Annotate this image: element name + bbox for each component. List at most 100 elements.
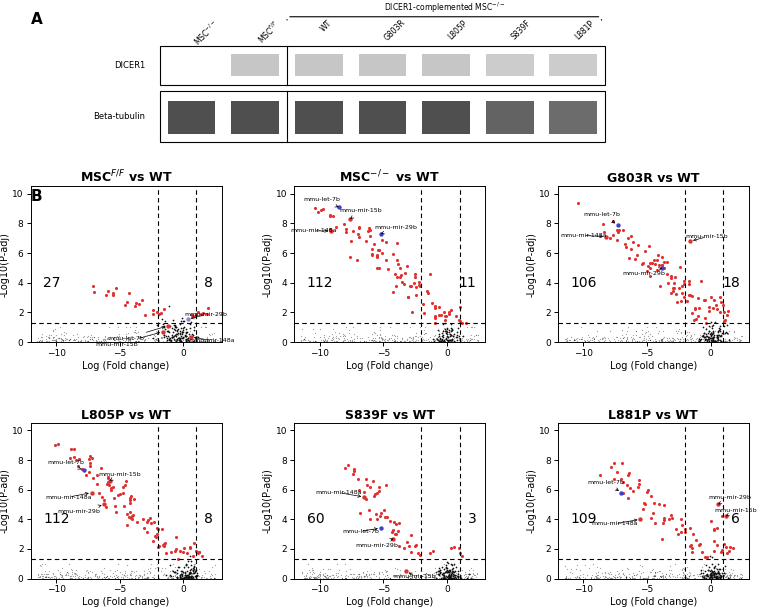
Point	[471, 569, 484, 579]
Text: 3: 3	[468, 512, 476, 526]
Point	[99, 331, 111, 341]
Point	[703, 326, 715, 336]
Point	[443, 570, 455, 580]
Point	[177, 323, 189, 333]
Point	[56, 571, 68, 580]
Point	[679, 335, 691, 345]
Point	[368, 491, 380, 501]
Point	[709, 317, 721, 326]
Point	[145, 337, 157, 347]
Point	[187, 337, 199, 347]
Point	[724, 336, 736, 346]
Point	[572, 572, 584, 582]
Text: mmu-mir-29b: mmu-mir-29b	[623, 268, 665, 276]
Point	[195, 334, 207, 343]
Point	[665, 272, 677, 281]
Point	[436, 330, 448, 340]
Point	[171, 565, 183, 574]
Point	[464, 569, 476, 579]
Point	[209, 569, 222, 579]
Point	[582, 329, 594, 339]
Point	[98, 336, 110, 346]
Point	[416, 335, 429, 345]
Point	[88, 333, 100, 342]
Point	[307, 324, 319, 334]
Point	[707, 563, 720, 572]
Point	[654, 281, 666, 291]
Point	[653, 259, 665, 269]
Point	[704, 329, 717, 339]
X-axis label: Log (Fold change): Log (Fold change)	[83, 597, 170, 607]
Point	[442, 336, 454, 346]
Point	[142, 573, 154, 583]
Point	[44, 572, 57, 582]
Point	[702, 333, 714, 343]
Point	[181, 570, 193, 580]
Point	[379, 512, 391, 522]
Point	[175, 572, 187, 582]
Point	[704, 566, 716, 576]
Point	[169, 566, 181, 576]
Point	[176, 573, 189, 583]
Point	[108, 571, 121, 581]
Point	[711, 564, 724, 574]
Point	[332, 571, 344, 581]
Text: 112: 112	[44, 512, 70, 526]
Point	[638, 333, 650, 343]
Point	[354, 336, 366, 346]
Point	[59, 570, 71, 580]
Point	[456, 565, 468, 574]
Point	[607, 230, 619, 240]
Point	[440, 573, 452, 583]
Point	[181, 336, 193, 346]
Point	[188, 336, 200, 345]
Point	[155, 308, 167, 317]
Point	[419, 328, 431, 338]
Point	[690, 314, 702, 324]
Point	[361, 571, 373, 580]
Point	[678, 569, 690, 579]
Point	[426, 569, 438, 579]
Point	[203, 571, 215, 581]
Text: mmu-mir-15b: mmu-mir-15b	[99, 473, 141, 481]
Point	[98, 569, 110, 579]
Point	[381, 570, 393, 580]
Point	[625, 245, 637, 255]
Point	[337, 336, 349, 346]
Point	[448, 336, 460, 345]
Point	[712, 499, 724, 509]
Point	[714, 572, 727, 582]
Point	[461, 322, 473, 332]
Point	[144, 518, 157, 528]
Point	[564, 336, 576, 345]
Point	[71, 574, 83, 583]
Point	[607, 216, 620, 226]
Point	[577, 572, 589, 582]
Point	[626, 335, 638, 345]
Point	[334, 331, 346, 341]
Point	[367, 336, 379, 345]
Point	[124, 498, 136, 508]
Point	[182, 571, 194, 581]
Point	[713, 323, 725, 333]
Point	[436, 562, 448, 572]
Point	[418, 308, 430, 318]
Point	[410, 331, 422, 341]
Point	[81, 565, 93, 575]
Point	[163, 572, 176, 582]
Point	[692, 336, 704, 346]
Point	[628, 574, 640, 583]
Point	[690, 334, 702, 343]
Point	[439, 573, 452, 583]
Point	[132, 337, 144, 347]
Point	[382, 572, 394, 582]
Point	[167, 566, 180, 576]
Point	[649, 571, 661, 580]
Point	[192, 332, 204, 342]
Point	[722, 572, 734, 582]
Point	[605, 462, 617, 472]
Point	[309, 573, 322, 583]
Point	[404, 569, 416, 579]
Point	[646, 566, 658, 576]
Point	[47, 333, 60, 343]
